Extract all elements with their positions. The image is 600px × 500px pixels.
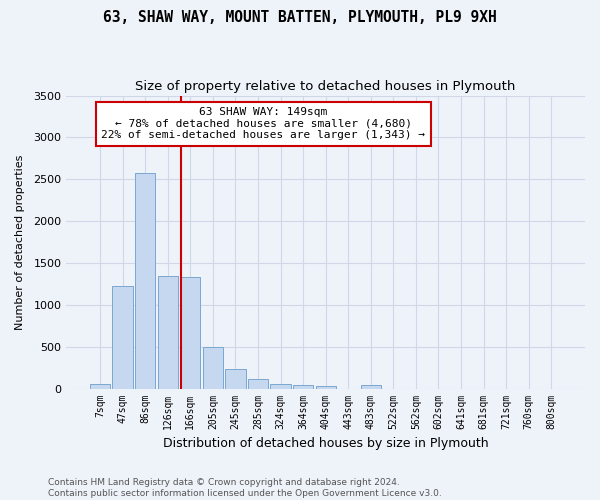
Y-axis label: Number of detached properties: Number of detached properties <box>15 154 25 330</box>
Bar <box>180 277 200 388</box>
Bar <box>158 276 178 388</box>
Bar <box>90 384 110 388</box>
Title: Size of property relative to detached houses in Plymouth: Size of property relative to detached ho… <box>136 80 516 93</box>
Bar <box>293 385 313 388</box>
Bar <box>112 286 133 389</box>
Bar <box>271 384 290 388</box>
Text: 63 SHAW WAY: 149sqm
← 78% of detached houses are smaller (4,680)
22% of semi-det: 63 SHAW WAY: 149sqm ← 78% of detached ho… <box>101 108 425 140</box>
Bar <box>225 369 245 388</box>
Bar <box>135 172 155 388</box>
X-axis label: Distribution of detached houses by size in Plymouth: Distribution of detached houses by size … <box>163 437 488 450</box>
Bar <box>248 380 268 388</box>
Bar <box>361 385 381 388</box>
Text: 63, SHAW WAY, MOUNT BATTEN, PLYMOUTH, PL9 9XH: 63, SHAW WAY, MOUNT BATTEN, PLYMOUTH, PL… <box>103 10 497 25</box>
Bar <box>316 386 336 388</box>
Bar <box>203 346 223 389</box>
Text: Contains HM Land Registry data © Crown copyright and database right 2024.
Contai: Contains HM Land Registry data © Crown c… <box>48 478 442 498</box>
